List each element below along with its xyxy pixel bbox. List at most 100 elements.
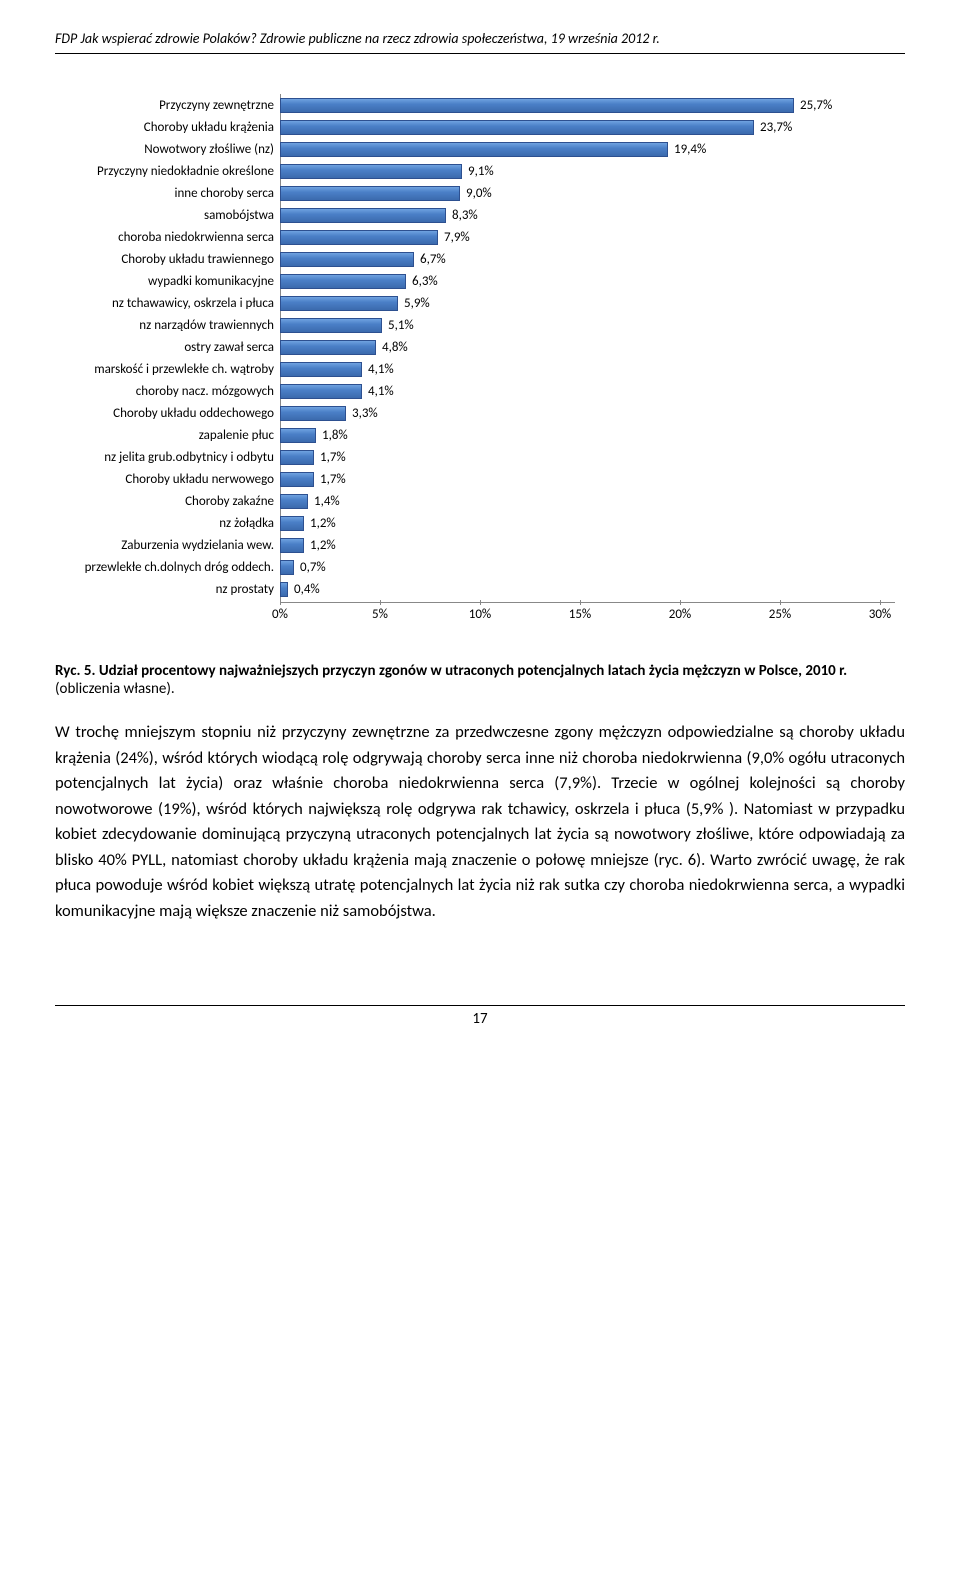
bar [280, 450, 314, 465]
tick-mark [380, 600, 381, 605]
value-label: 6,7% [420, 252, 446, 267]
bar-cell: 1,8% [280, 426, 895, 445]
bar [280, 472, 314, 487]
bar [280, 274, 406, 289]
bar-cell: 0,7% [280, 558, 895, 577]
bar [280, 120, 754, 135]
tick-mark [480, 600, 481, 605]
bar [280, 98, 794, 113]
category-label: wypadki komunikacyjne [75, 274, 280, 289]
tick-label: 15% [569, 607, 591, 622]
page-number: 17 [55, 1010, 905, 1028]
figure-caption: Ryc. 5. Udział procentowy najważniejszyc… [55, 662, 905, 698]
bar [280, 186, 460, 201]
chart-row: Choroby układu krążenia23,7% [75, 116, 905, 138]
chart-row: Choroby układu trawiennego 6,7% [75, 248, 905, 270]
chart-row: choroby nacz. mózgowych 4,1% [75, 380, 905, 402]
value-label: 3,3% [352, 406, 378, 421]
bar-cell: 6,7% [280, 250, 895, 269]
bar [280, 406, 346, 421]
chart-row: choroba niedokrwienna serca 7,9% [75, 226, 905, 248]
value-label: 4,1% [368, 362, 394, 377]
category-label: Przyczyny zewnętrzne [75, 98, 280, 113]
tick-mark [880, 600, 881, 605]
value-label: 0,7% [300, 560, 326, 575]
bar-cell: 4,1% [280, 360, 895, 379]
category-label: choroba niedokrwienna serca [75, 230, 280, 245]
bar-cell: 4,8% [280, 338, 895, 357]
bar-cell: 9,1% [280, 162, 895, 181]
bar-cell: 6,3% [280, 272, 895, 291]
category-label: marskość i przewlekłe ch. wątroby [75, 362, 280, 377]
tick-label: 30% [869, 607, 891, 622]
chart-row: nz tchawawicy, oskrzela i płuca 5,9% [75, 292, 905, 314]
tick-label: 20% [669, 607, 691, 622]
x-axis-ticks: 0%5%10%15%20%25%30% [280, 602, 895, 622]
bar [280, 428, 316, 443]
category-label: zapalenie płuc [75, 428, 280, 443]
bar [280, 296, 398, 311]
caption-bold: Ryc. 5. Udział procentowy najważniejszyc… [55, 662, 847, 680]
value-label: 19,4% [674, 142, 706, 157]
tick-label: 25% [769, 607, 791, 622]
value-label: 1,2% [310, 516, 336, 531]
bar [280, 384, 362, 399]
chart-row: Choroby układu oddechowego 3,3% [75, 402, 905, 424]
tick-label: 0% [272, 607, 288, 622]
bar-cell: 4,1% [280, 382, 895, 401]
value-label: 5,1% [388, 318, 414, 333]
chart-row: Choroby zakaźne1,4% [75, 490, 905, 512]
bar-cell: 0,4% [280, 580, 895, 599]
tick-mark [780, 600, 781, 605]
value-label: 1,7% [320, 472, 346, 487]
chart-row: nz narządów trawiennych 5,1% [75, 314, 905, 336]
chart-row: Choroby układu nerwowego 1,7% [75, 468, 905, 490]
bar-cell: 23,7% [280, 118, 895, 137]
bar-cell: 1,7% [280, 470, 895, 489]
value-label: 9,1% [468, 164, 494, 179]
value-label: 4,1% [368, 384, 394, 399]
category-label: nz jelita grub.odbytnicy i odbytu [75, 450, 280, 465]
category-label: nz prostaty [75, 582, 280, 597]
bar [280, 362, 362, 377]
bar-chart: Przyczyny zewnętrzne25,7%Choroby układu … [55, 94, 905, 622]
bar-cell: 9,0% [280, 184, 895, 203]
chart-row: nz prostaty0,4% [75, 578, 905, 600]
category-label: Choroby układu trawiennego [75, 252, 280, 267]
chart-row: Nowotwory złośliwe (nz) 19,4% [75, 138, 905, 160]
bar [280, 252, 414, 267]
value-label: 7,9% [444, 230, 470, 245]
tick-label: 10% [469, 607, 491, 622]
category-label: ostry zawał serca [75, 340, 280, 355]
value-label: 6,3% [412, 274, 438, 289]
bar-cell: 1,2% [280, 514, 895, 533]
category-label: nz żołądka [75, 516, 280, 531]
category-label: Nowotwory złośliwe (nz) [75, 142, 280, 157]
category-label: nz narządów trawiennych [75, 318, 280, 333]
bar-cell: 7,9% [280, 228, 895, 247]
category-label: choroby nacz. mózgowych [75, 384, 280, 399]
value-label: 1,4% [314, 494, 340, 509]
category-label: nz tchawawicy, oskrzela i płuca [75, 296, 280, 311]
bar [280, 538, 304, 553]
chart-row: nz jelita grub.odbytnicy i odbytu1,7% [75, 446, 905, 468]
category-label: przewlekłe ch.dolnych dróg oddech. [75, 560, 280, 575]
chart-row: marskość i przewlekłe ch. wątroby 4,1% [75, 358, 905, 380]
tick-mark [680, 600, 681, 605]
caption-rest: (obliczenia własne). [55, 680, 175, 698]
bar-cell: 5,1% [280, 316, 895, 335]
bar-cell: 3,3% [280, 404, 895, 423]
value-label: 9,0% [466, 186, 492, 201]
chart-row: wypadki komunikacyjne 6,3% [75, 270, 905, 292]
category-label: Choroby układu nerwowego [75, 472, 280, 487]
category-label: Przyczyny niedokładnie określone [75, 164, 280, 179]
value-label: 5,9% [404, 296, 430, 311]
x-axis: 0%5%10%15%20%25%30% [75, 602, 905, 622]
bar [280, 582, 288, 597]
value-label: 23,7% [760, 120, 792, 135]
bar [280, 142, 668, 157]
value-label: 4,8% [382, 340, 408, 355]
body-paragraph: W trochę mniejszym stopniu niż przyczyny… [55, 720, 905, 925]
header-rule [55, 53, 905, 54]
category-label: Choroby układu oddechowego [75, 406, 280, 421]
